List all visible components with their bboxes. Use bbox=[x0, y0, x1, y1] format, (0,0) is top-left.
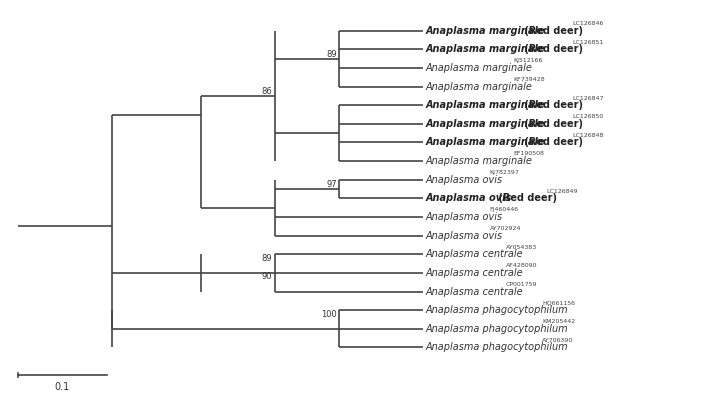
Text: HQ661156: HQ661156 bbox=[542, 301, 575, 305]
Text: Anaplasma centrale: Anaplasma centrale bbox=[426, 287, 523, 297]
Text: 0.1: 0.1 bbox=[54, 382, 70, 392]
Text: Anaplasma ovis: Anaplasma ovis bbox=[426, 212, 503, 222]
Text: 89: 89 bbox=[326, 50, 337, 59]
Text: AY706390: AY706390 bbox=[542, 338, 573, 343]
Text: (Red deer): (Red deer) bbox=[521, 44, 583, 54]
Text: Anaplasma phagocytophilum: Anaplasma phagocytophilum bbox=[426, 305, 568, 315]
Text: 89: 89 bbox=[262, 254, 273, 263]
Text: LC126847: LC126847 bbox=[573, 95, 604, 101]
Text: Anaplasma centrale: Anaplasma centrale bbox=[426, 249, 523, 259]
Text: KM205442: KM205442 bbox=[542, 319, 576, 324]
Text: (Red deer): (Red deer) bbox=[521, 26, 583, 36]
Text: KF739428: KF739428 bbox=[513, 77, 545, 82]
Text: LC126851: LC126851 bbox=[573, 40, 604, 45]
Text: (Red deer): (Red deer) bbox=[521, 137, 583, 147]
Text: Anaplasma marginale: Anaplasma marginale bbox=[426, 156, 533, 166]
Text: 97: 97 bbox=[326, 180, 337, 189]
Text: Anaplasma ovis: Anaplasma ovis bbox=[426, 193, 512, 204]
Text: (Red deer): (Red deer) bbox=[521, 100, 583, 110]
Text: Anaplasma phagocytophilum: Anaplasma phagocytophilum bbox=[426, 324, 568, 334]
Text: Anaplasma marginale: Anaplasma marginale bbox=[426, 100, 545, 110]
Text: Anaplasma ovis: Anaplasma ovis bbox=[426, 230, 503, 241]
Text: 90: 90 bbox=[262, 272, 273, 281]
Text: Anaplasma marginale: Anaplasma marginale bbox=[426, 137, 545, 147]
Text: Anaplasma marginale: Anaplasma marginale bbox=[426, 26, 545, 36]
Text: LC126849: LC126849 bbox=[547, 189, 578, 194]
Text: Anaplasma marginale: Anaplasma marginale bbox=[426, 82, 533, 91]
Text: LC126848: LC126848 bbox=[573, 133, 604, 138]
Text: Anaplasma marginale: Anaplasma marginale bbox=[426, 119, 545, 129]
Text: CP001759: CP001759 bbox=[506, 282, 538, 287]
Text: EF190508: EF190508 bbox=[513, 151, 544, 156]
Text: Anaplasma phagocytophilum: Anaplasma phagocytophilum bbox=[426, 343, 568, 352]
Text: FJ460446: FJ460446 bbox=[489, 208, 519, 212]
Text: 86: 86 bbox=[262, 87, 273, 96]
Text: Anaplasma marginale: Anaplasma marginale bbox=[426, 44, 545, 54]
Text: KJ512166: KJ512166 bbox=[513, 58, 543, 63]
Text: LC126850: LC126850 bbox=[573, 114, 604, 119]
Text: Anaplasma centrale: Anaplasma centrale bbox=[426, 268, 523, 278]
Text: AY054383: AY054383 bbox=[506, 245, 537, 249]
Text: 100: 100 bbox=[321, 310, 337, 318]
Text: (Red deer): (Red deer) bbox=[495, 193, 557, 204]
Text: AF428090: AF428090 bbox=[506, 263, 538, 268]
Text: LC126846: LC126846 bbox=[573, 21, 604, 26]
Text: Anaplasma ovis: Anaplasma ovis bbox=[426, 175, 503, 185]
Text: KJ782397: KJ782397 bbox=[489, 170, 520, 175]
Text: AY702924: AY702924 bbox=[489, 226, 521, 231]
Text: (Red deer): (Red deer) bbox=[521, 119, 583, 129]
Text: Anaplasma marginale: Anaplasma marginale bbox=[426, 63, 533, 73]
